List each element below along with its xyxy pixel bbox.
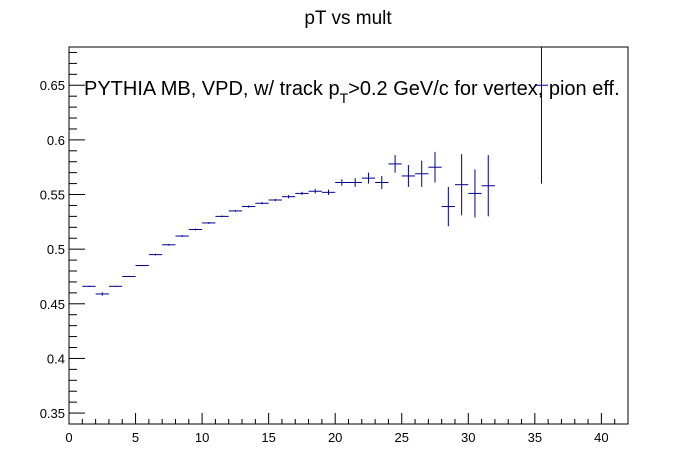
data-point [135,265,149,267]
x-tick-label: 35 [528,430,542,445]
x-tick-label: 15 [261,430,275,445]
data-point [428,151,442,183]
data-points [82,47,549,296]
data-point [122,275,136,278]
x-tick-label: 5 [132,430,139,445]
data-point [308,189,322,194]
y-tick-label: 0.4 [47,351,65,366]
data-point [295,191,309,196]
x-tick-label: 20 [328,430,342,445]
y-tick-label: 0.6 [47,133,65,148]
data-point [281,195,296,199]
data-point [348,178,362,187]
x-axis-ticks [68,413,629,424]
y-tick-label: 0.45 [40,297,65,312]
annotation-text-before: PYTHIA MB, VPD, w/ track p [84,78,340,100]
data-point [321,189,336,196]
data-point [148,253,163,256]
data-point [454,154,469,216]
data-point [202,222,216,224]
plot-frame-box [68,46,629,425]
data-point [188,228,203,231]
y-tick-label: 0.35 [40,406,65,421]
x-tick-label: 10 [195,430,209,445]
y-axis-tick-labels: 0.35 0.4 0.45 0.5 0.55 0.6 0.65 [40,78,65,421]
x-tick-label: 30 [461,430,475,445]
data-point [95,292,109,296]
chart-title: pT vs mult [304,8,392,29]
data-point [361,172,376,184]
data-point [415,160,429,187]
data-point [228,210,243,212]
data-point [401,165,416,187]
chart-annotation: PYTHIA MB, VPD, w/ track pT>0.2 GeV/c fo… [84,78,620,106]
data-point [162,243,176,246]
data-point [388,155,402,173]
annotation-text-after: >0.2 GeV/c for vertex, pion eff. [348,78,619,100]
data-point [268,198,282,202]
y-tick-label: 0.65 [40,78,65,93]
data-point [534,47,549,184]
data-point [175,235,189,237]
data-point [215,215,229,218]
y-tick-label: 0.5 [47,242,65,257]
x-tick-label: 0 [65,430,72,445]
plot-frame [68,46,629,425]
x-tick-label: 40 [594,430,608,445]
y-axis-ticks [69,51,85,425]
data-point [108,285,123,287]
x-axis-tick-labels: 0 5 10 15 20 25 30 35 40 [65,430,608,445]
data-point [441,186,455,227]
y-tick-label: 0.55 [40,188,65,203]
data-point [375,175,389,190]
data-point [335,179,349,186]
data-point [481,155,495,217]
data-point [468,169,482,218]
x-tick-label: 25 [395,430,409,445]
data-point [82,285,96,287]
annotation-subscript: T [340,90,349,106]
data-point [242,205,256,208]
data-point [255,202,269,205]
